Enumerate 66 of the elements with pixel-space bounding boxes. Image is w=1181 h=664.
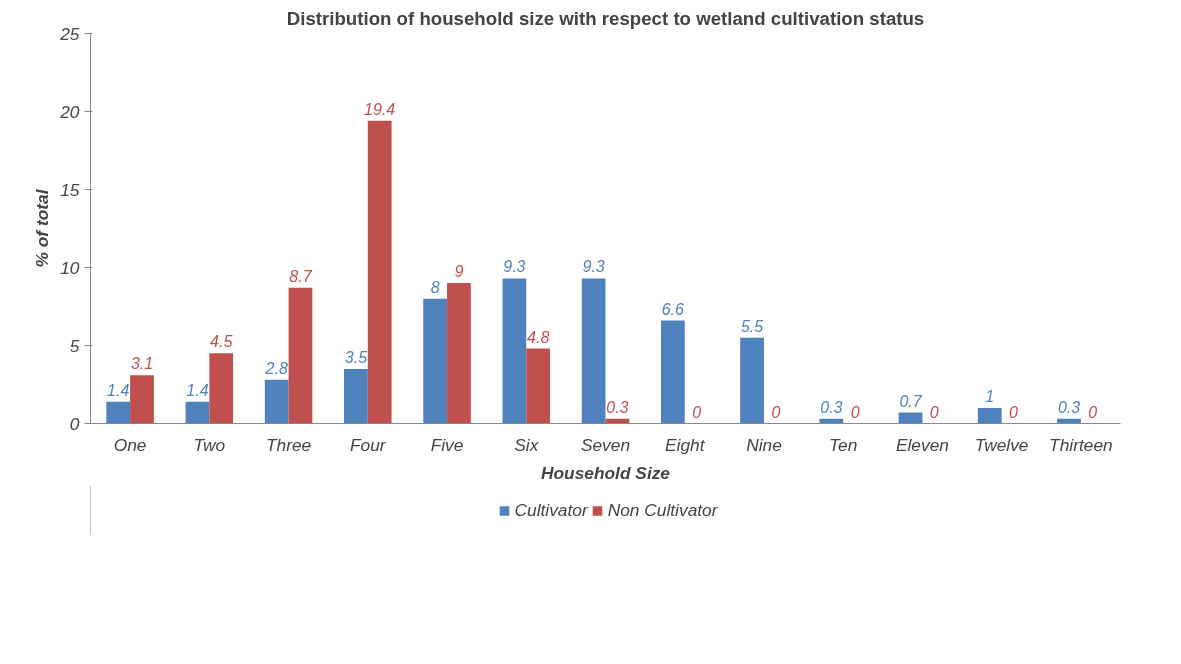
data-label: 0.3 [1057, 398, 1081, 416]
x-tick-label: Four [349, 434, 387, 455]
y-tick-label: 0 [69, 413, 80, 434]
data-label: 0.3 [820, 398, 843, 416]
x-tick-label: Eleven [895, 434, 949, 455]
data-label: 0 [929, 403, 939, 421]
x-tick-label: Six [514, 434, 540, 455]
x-tick-label: Nine [746, 434, 782, 455]
data-label: 8.7 [289, 267, 313, 285]
data-label: 1.4 [186, 381, 209, 399]
data-label: 1.4 [107, 381, 130, 399]
data-label: 0 [771, 403, 781, 421]
x-tick-label: Ten [829, 434, 858, 455]
y-tick-label: 10 [60, 257, 80, 278]
data-label: 4.8 [527, 328, 550, 346]
x-tick-label: Seven [580, 434, 631, 455]
x-tick-label: Twelve [974, 434, 1029, 455]
x-tick-label: One [113, 434, 147, 455]
bar [106, 401, 131, 424]
bar [264, 379, 289, 424]
x-tick-label: Five [430, 434, 464, 455]
data-label: 0 [1009, 403, 1019, 421]
data-label: 19.4 [364, 100, 396, 118]
y-tick-label: 25 [59, 23, 80, 44]
data-label: 2.8 [264, 359, 288, 377]
bar [740, 337, 764, 424]
y-axis-title: % of total [32, 188, 53, 268]
data-label: 0.3 [606, 398, 629, 416]
y-tick-label: 20 [59, 101, 80, 122]
x-tick-label: Two [193, 434, 226, 455]
chart-title: Distribution of household size with respect to wetland cultivation status [286, 7, 925, 29]
data-label: 0 [692, 403, 702, 421]
bar [367, 120, 392, 424]
data-label: 6.6 [661, 300, 685, 318]
bar [344, 368, 368, 424]
bar [130, 375, 154, 424]
bar [526, 348, 551, 424]
bar [581, 278, 606, 424]
legend-label: Non Cultivator [607, 499, 718, 521]
data-label: 3.1 [130, 355, 154, 373]
bar [185, 401, 210, 424]
bar [660, 320, 685, 424]
x-tick-label: Three [265, 434, 312, 455]
data-label: 9 [454, 263, 464, 281]
data-label: 4.5 [210, 333, 233, 351]
data-label: 1 [985, 387, 995, 405]
data-label: 0 [850, 403, 860, 421]
x-tick-label: Thirteen [1049, 434, 1113, 455]
x-tick-label: Eight [664, 434, 706, 455]
data-label: 9.3 [503, 258, 526, 276]
legend-label: Cultivator [514, 499, 588, 521]
data-label: 0.7 [899, 392, 923, 410]
bar [447, 283, 471, 424]
y-tick-label: 15 [60, 179, 80, 200]
bar [502, 278, 527, 424]
bar [288, 287, 313, 424]
data-label: 0 [1088, 403, 1098, 421]
data-label: 8 [430, 278, 440, 296]
bar [977, 407, 1002, 424]
bar [209, 353, 234, 424]
data-label: 9.3 [582, 258, 605, 276]
bar [423, 298, 448, 424]
data-label: 3.5 [344, 348, 368, 366]
data-label: 5.5 [740, 317, 764, 335]
y-tick-label: 5 [69, 335, 80, 356]
x-axis-title: Household Size [540, 462, 671, 483]
